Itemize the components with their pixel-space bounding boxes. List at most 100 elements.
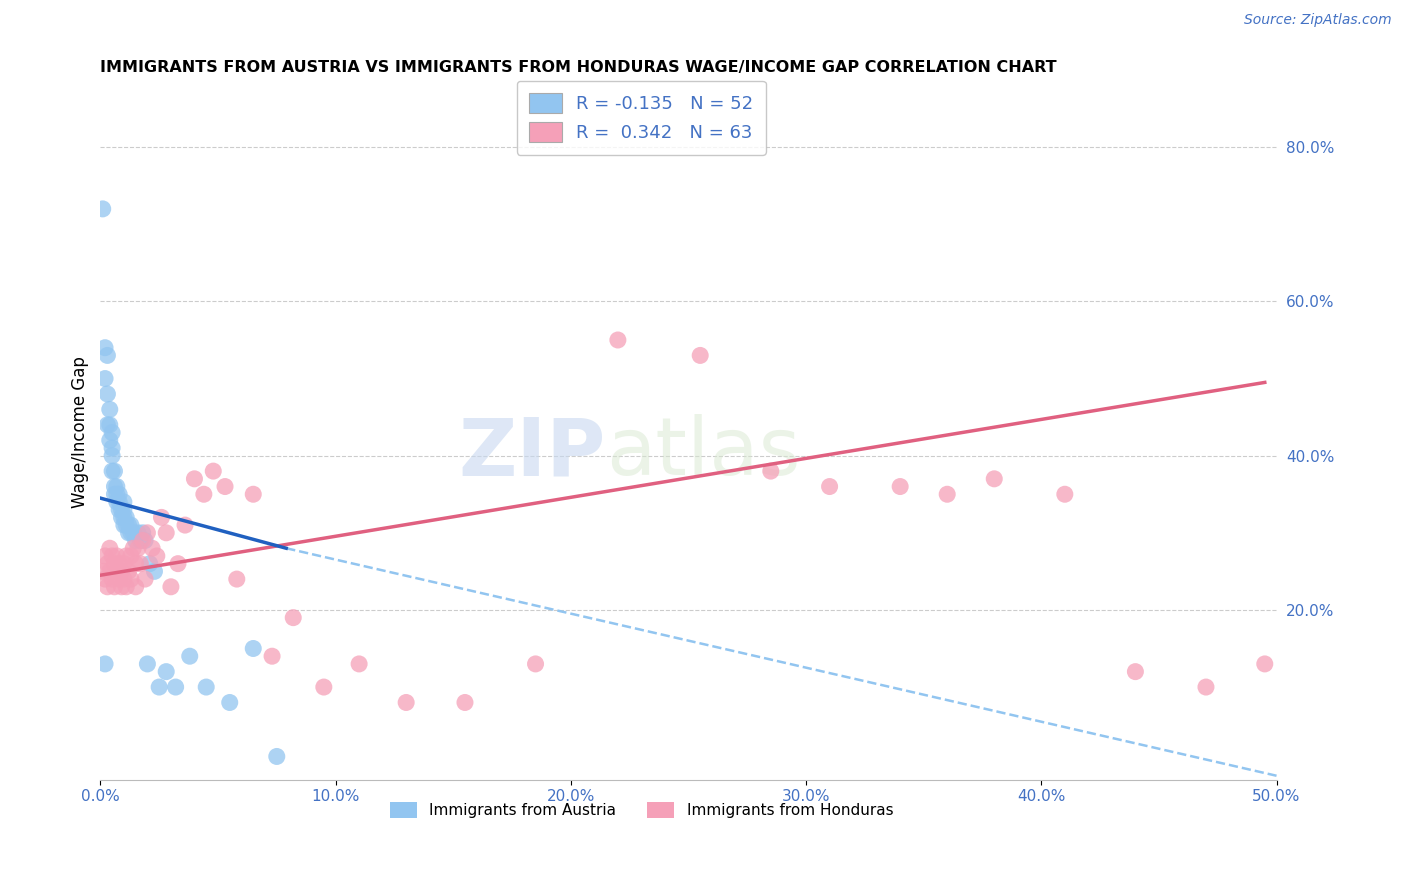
- Point: [103, 479, 125, 493]
- Point: [129, 533, 152, 548]
- Point: [96, 387, 118, 401]
- Point: [112, 510, 135, 524]
- Point: [936, 487, 959, 501]
- Point: [101, 425, 124, 440]
- Point: [98, 541, 121, 556]
- Point: [101, 449, 124, 463]
- Point: [120, 549, 142, 563]
- Point: [117, 565, 139, 579]
- Point: [218, 696, 240, 710]
- Point: [136, 525, 159, 540]
- Point: [105, 565, 128, 579]
- Point: [129, 557, 152, 571]
- Point: [115, 510, 138, 524]
- Point: [242, 487, 264, 501]
- Point: [108, 557, 131, 571]
- Point: [101, 441, 124, 455]
- Point: [94, 549, 117, 563]
- Point: [242, 641, 264, 656]
- Point: [115, 549, 138, 563]
- Point: [139, 557, 162, 571]
- Point: [122, 525, 145, 540]
- Point: [94, 657, 117, 671]
- Point: [98, 402, 121, 417]
- Point: [983, 472, 1005, 486]
- Point: [103, 487, 125, 501]
- Point: [110, 565, 132, 579]
- Point: [96, 348, 118, 362]
- Point: [143, 565, 166, 579]
- Point: [266, 749, 288, 764]
- Point: [759, 464, 782, 478]
- Point: [127, 525, 149, 540]
- Point: [146, 549, 169, 563]
- Point: [120, 572, 142, 586]
- Point: [167, 557, 190, 571]
- Point: [94, 371, 117, 385]
- Point: [262, 649, 284, 664]
- Point: [110, 502, 132, 516]
- Point: [94, 572, 117, 586]
- Point: [91, 202, 114, 216]
- Point: [395, 696, 418, 710]
- Point: [689, 348, 711, 362]
- Y-axis label: Wage/Income Gap: Wage/Income Gap: [72, 357, 89, 508]
- Point: [117, 525, 139, 540]
- Point: [98, 565, 121, 579]
- Point: [96, 557, 118, 571]
- Point: [108, 502, 131, 516]
- Point: [127, 541, 149, 556]
- Point: [112, 518, 135, 533]
- Point: [120, 525, 142, 540]
- Point: [112, 557, 135, 571]
- Point: [105, 479, 128, 493]
- Point: [105, 549, 128, 563]
- Point: [141, 541, 163, 556]
- Point: [283, 610, 305, 624]
- Point: [347, 657, 370, 671]
- Point: [1254, 657, 1277, 671]
- Text: IMMIGRANTS FROM AUSTRIA VS IMMIGRANTS FROM HONDURAS WAGE/INCOME GAP CORRELATION : IMMIGRANTS FROM AUSTRIA VS IMMIGRANTS FR…: [100, 60, 1057, 75]
- Point: [124, 557, 146, 571]
- Point: [183, 472, 205, 486]
- Point: [103, 580, 125, 594]
- Point: [108, 495, 131, 509]
- Point: [889, 479, 911, 493]
- Point: [115, 518, 138, 533]
- Point: [131, 525, 153, 540]
- Point: [96, 417, 118, 432]
- Point: [202, 464, 225, 478]
- Point: [454, 696, 477, 710]
- Point: [122, 541, 145, 556]
- Point: [101, 464, 124, 478]
- Point: [103, 557, 125, 571]
- Point: [174, 518, 197, 533]
- Point: [155, 525, 177, 540]
- Point: [91, 565, 114, 579]
- Point: [103, 464, 125, 478]
- Legend: Immigrants from Austria, Immigrants from Honduras: Immigrants from Austria, Immigrants from…: [384, 796, 900, 824]
- Point: [214, 479, 236, 493]
- Point: [818, 479, 841, 493]
- Text: Source: ZipAtlas.com: Source: ZipAtlas.com: [1244, 13, 1392, 28]
- Point: [98, 434, 121, 448]
- Point: [110, 510, 132, 524]
- Point: [524, 657, 547, 671]
- Point: [134, 572, 156, 586]
- Point: [136, 657, 159, 671]
- Point: [155, 665, 177, 679]
- Point: [124, 533, 146, 548]
- Point: [117, 518, 139, 533]
- Point: [115, 580, 138, 594]
- Text: atlas: atlas: [606, 415, 800, 492]
- Point: [179, 649, 201, 664]
- Point: [101, 572, 124, 586]
- Point: [160, 580, 183, 594]
- Point: [131, 533, 153, 548]
- Point: [1053, 487, 1076, 501]
- Point: [312, 680, 335, 694]
- Point: [98, 417, 121, 432]
- Point: [112, 502, 135, 516]
- Point: [112, 572, 135, 586]
- Point: [150, 510, 173, 524]
